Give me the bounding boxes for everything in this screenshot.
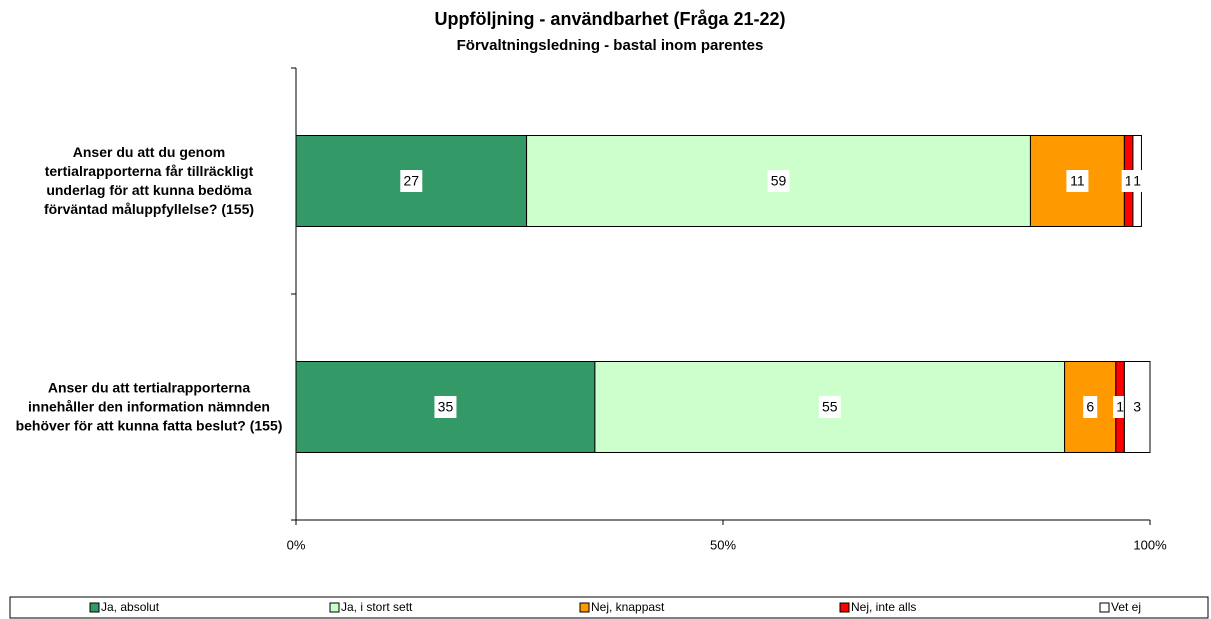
value-label-bg <box>818 396 841 418</box>
value-label-bg <box>1130 396 1145 418</box>
legend-label: Nej, inte alls <box>851 600 916 614</box>
value-label-bg <box>400 170 423 192</box>
legend-swatch <box>1099 602 1110 613</box>
legend-box <box>9 596 1209 619</box>
value-label-bg <box>1083 396 1098 418</box>
value-label-bg <box>767 170 790 192</box>
category-label: Anser du att tertialrapporterna innehåll… <box>15 379 283 434</box>
category-label: Anser du att du genom tertialrapporterna… <box>43 144 255 217</box>
legend-swatch <box>839 602 850 613</box>
value-label: 1 <box>1133 173 1141 189</box>
value-label-bg <box>1113 396 1128 418</box>
value-label: 3 <box>1133 399 1141 415</box>
value-label: 11 <box>1070 173 1085 189</box>
value-label: 59 <box>771 173 787 189</box>
value-label: 1 <box>1116 399 1124 415</box>
x-tick-label: 100% <box>1133 537 1167 552</box>
chart-title: Uppföljning - användbarhet (Fråga 21-22) <box>434 9 785 29</box>
value-label: 27 <box>404 173 420 189</box>
legend-swatch <box>579 602 590 613</box>
chart-subtitle: Förvaltningsledning - bastal inom parent… <box>457 37 764 54</box>
legend-label: Nej, knappast <box>591 600 665 614</box>
legend-swatch <box>89 602 100 613</box>
legend-label: Ja, i stort sett <box>341 600 413 614</box>
x-tick-label: 50% <box>710 537 736 552</box>
value-label-bg <box>1130 170 1145 192</box>
value-label: 1 <box>1125 173 1133 189</box>
value-label: 35 <box>438 399 454 415</box>
value-label: 55 <box>822 399 838 415</box>
x-tick-label: 0% <box>287 537 306 552</box>
legend-swatch <box>329 602 340 613</box>
legend-label: Ja, absolut <box>101 600 160 614</box>
value-label-bg <box>434 396 457 418</box>
value-label: 6 <box>1086 399 1094 415</box>
value-label-bg <box>1066 170 1089 192</box>
legend-label: Vet ej <box>1111 600 1141 614</box>
